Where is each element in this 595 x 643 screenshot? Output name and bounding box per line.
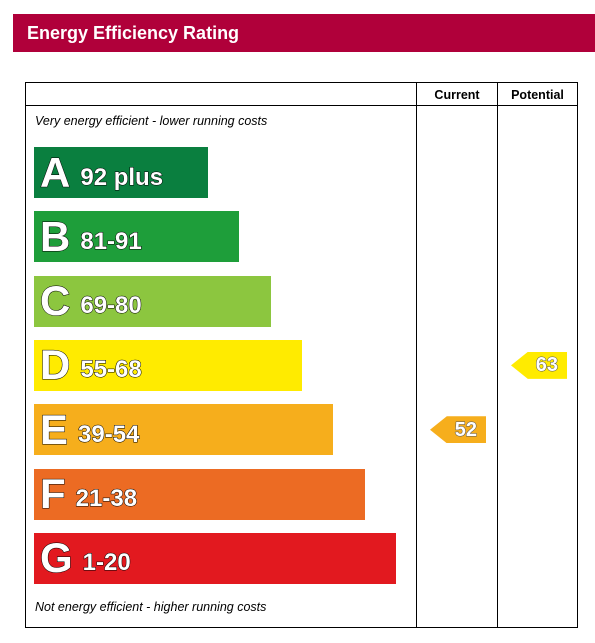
header-divider (26, 105, 577, 106)
potential-rating-arrow-value: 63 (535, 354, 558, 377)
page-title: Energy Efficiency Rating (27, 22, 240, 43)
band-range: 1-20 (82, 549, 131, 577)
rating-bar-a: A 92 plus (34, 147, 208, 198)
band-range: 55-68 (80, 356, 142, 384)
band-letter: A (39, 148, 71, 196)
column-divider (497, 83, 498, 627)
band-letter: G (40, 534, 74, 582)
current-rating-arrow: 52 (430, 416, 486, 444)
title-banner: Energy Efficiency Rating (13, 14, 595, 52)
band-range: 21-38 (75, 485, 138, 512)
rating-table: Current Potential Very energy efficient … (25, 82, 578, 628)
band-letter: F (40, 470, 67, 517)
band-letter: E (39, 405, 69, 453)
band-range: 39-54 (78, 420, 140, 448)
rating-bar-d: D 55-68 (34, 339, 302, 391)
rating-bar-e: E 39-54 (34, 404, 334, 456)
efficient-note: Very energy efficient - lower running co… (35, 114, 268, 128)
rating-bar-c: C 69-80 (34, 275, 271, 327)
rating-bar-b: B 81-91 (34, 211, 240, 263)
band-letter: D (39, 341, 71, 389)
current-rating-arrow-value: 52 (454, 418, 477, 441)
column-divider (416, 83, 417, 627)
potential-rating-arrow: 63 (511, 351, 567, 379)
band-range: 81-91 (80, 227, 142, 255)
band-range: 92 plus (80, 163, 164, 191)
rating-bar-g: G 1-20 (34, 532, 396, 584)
potential-column-header: Potential (511, 87, 564, 102)
band-letter: C (39, 277, 71, 325)
current-column-header: Current (434, 87, 480, 102)
band-letter: B (39, 212, 71, 260)
inefficient-note: Not energy efficient - higher running co… (35, 600, 267, 614)
rating-bar-f: F 21-38 (34, 468, 365, 520)
band-range: 69-80 (80, 292, 142, 320)
